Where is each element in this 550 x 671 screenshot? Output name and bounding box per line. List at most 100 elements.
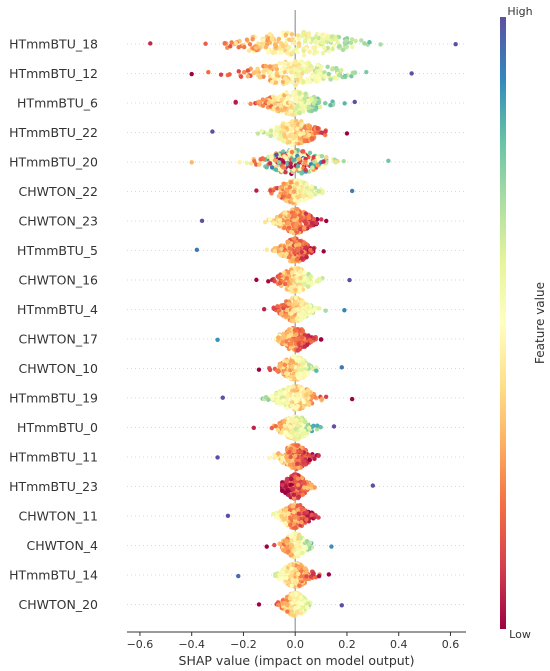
shap-point: [273, 80, 279, 85]
shap-point: [297, 285, 303, 290]
shap-point: [301, 130, 306, 136]
shap-point: [288, 246, 293, 252]
shap-point: [299, 67, 304, 72]
shap-point: [289, 566, 294, 571]
shap-point: [277, 541, 282, 546]
shap-point: [306, 38, 312, 43]
shap-point: [294, 332, 299, 337]
shap-point: [299, 122, 304, 128]
shap-point: [304, 517, 309, 522]
shap-point: [283, 339, 289, 344]
shap-point: [292, 236, 297, 241]
shap-point: [349, 188, 355, 194]
shap-point: [282, 362, 288, 368]
shap-point: [285, 239, 291, 245]
shap-point: [264, 544, 269, 549]
shap-point: [298, 226, 303, 232]
shap-point: [378, 42, 383, 47]
shap-point: [275, 304, 280, 309]
shap-point: [241, 44, 247, 50]
shap-point: [288, 522, 293, 527]
shap-point: [295, 542, 300, 548]
shap-point: [302, 344, 308, 349]
shap-point: [300, 492, 306, 497]
shap-point: [289, 149, 295, 155]
shap-point: [296, 571, 301, 577]
shap-point: [233, 40, 239, 46]
shap-point: [318, 337, 324, 342]
shap-point: [293, 287, 298, 293]
colorbar-low-label: Low: [509, 628, 531, 641]
shap-point: [292, 250, 297, 255]
shap-point: [284, 121, 290, 127]
shap-point: [309, 512, 314, 517]
shap-point: [261, 37, 266, 43]
shap-point: [306, 425, 312, 431]
shap-point: [299, 449, 304, 455]
feature-label: CHWTON_4: [26, 538, 98, 553]
shap-point: [250, 37, 255, 42]
shap-point: [259, 128, 264, 134]
shap-point: [295, 476, 301, 481]
shap-point: [251, 425, 256, 431]
shap-point: [342, 101, 347, 106]
shap-point: [268, 128, 274, 134]
shap-point: [294, 257, 300, 263]
shap-point: [263, 220, 268, 225]
shap-point: [275, 427, 281, 433]
shap-point: [247, 42, 253, 47]
shap-point: [272, 158, 278, 163]
shap-point: [299, 568, 304, 574]
shap-point: [349, 74, 354, 79]
beeswarm-rows: [127, 10, 466, 632]
shap-point: [350, 44, 355, 50]
shap-point: [296, 604, 301, 610]
shap-point: [292, 388, 297, 393]
shap-point: [276, 36, 282, 42]
shap-point: [302, 138, 308, 144]
shap-point: [222, 41, 227, 46]
beeswarm-row: [127, 147, 466, 177]
shap-point: [297, 583, 302, 588]
shap-point: [248, 161, 254, 166]
shap-point: [296, 341, 301, 346]
shap-point: [273, 423, 278, 429]
shap-point: [283, 281, 288, 287]
shap-point: [308, 79, 313, 85]
shap-point: [263, 395, 269, 400]
shap-point: [342, 308, 347, 313]
shap-point: [279, 459, 284, 464]
feature-label: HTmmBTU_12: [9, 66, 98, 81]
shap-point: [272, 101, 278, 106]
shap-point: [289, 543, 295, 548]
shap-point: [293, 295, 298, 301]
shap-point: [287, 562, 292, 568]
shap-point: [329, 34, 334, 39]
shap-point: [228, 44, 233, 49]
shap-point: [281, 181, 286, 186]
beeswarm-row: [127, 384, 466, 412]
shap-point: [283, 484, 289, 489]
shap-point: [300, 33, 305, 39]
shap-point: [295, 482, 301, 488]
feature-label: HTmmBTU_4: [17, 302, 98, 317]
shap-point: [287, 185, 293, 190]
shap-point: [290, 430, 295, 436]
shap-point: [317, 306, 322, 311]
shap-point: [315, 423, 320, 428]
shap-point: [309, 184, 314, 189]
shap-point: [273, 167, 279, 172]
shap-point: [296, 375, 301, 381]
shap-point: [277, 217, 283, 223]
shap-point: [290, 36, 295, 42]
shap-point: [270, 50, 276, 56]
shap-point: [269, 37, 275, 42]
shap-point: [225, 513, 231, 519]
beeswarm-row: [127, 118, 466, 147]
colorbar-gradient: [500, 17, 506, 629]
shap-point: [286, 301, 292, 306]
shap-point: [306, 305, 311, 311]
shap-point: [281, 139, 287, 144]
shap-point: [294, 591, 299, 597]
shap-point: [287, 449, 292, 455]
